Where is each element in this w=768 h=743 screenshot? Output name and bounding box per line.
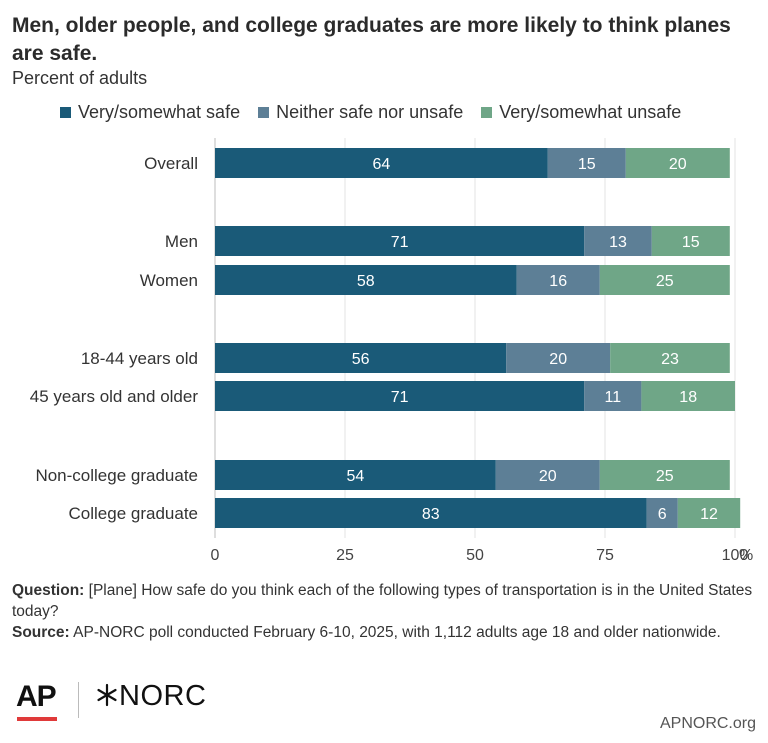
category-label: 18-44 years old: [81, 349, 198, 368]
bar-segment: [215, 265, 517, 295]
legend-swatch-unsafe: [481, 106, 493, 118]
bar-segment: [215, 148, 548, 178]
bar-segment: [215, 226, 585, 256]
data-label: 15: [682, 234, 700, 251]
norc-star-icon: [97, 683, 117, 707]
data-label: 20: [539, 468, 557, 485]
bar-segment: [547, 148, 626, 178]
bar-segment: [625, 148, 730, 178]
chart-subtitle: Percent of adults: [12, 68, 148, 88]
bar-segment: [599, 265, 730, 295]
data-label: 13: [609, 234, 627, 251]
bar-segment: [610, 343, 730, 373]
legend-label-neither: Neither safe nor unsafe: [276, 101, 464, 122]
x-tick-label: 50: [466, 547, 484, 564]
bar-segment: [215, 343, 507, 373]
legend-item-unsafe: Very/somewhat unsafe: [481, 102, 681, 123]
data-label: 11: [604, 389, 621, 406]
x-tick-label: 100: [722, 547, 749, 564]
legend-label-safe: Very/somewhat safe: [78, 101, 241, 122]
norc-logo: NORC: [96, 680, 206, 713]
source-text: AP-NORC poll conducted February 6-10, 20…: [73, 624, 721, 641]
question-note: Question: [Plane] How safe do you think …: [12, 580, 756, 622]
data-label: 20: [669, 156, 687, 173]
legend-item-safe: Very/somewhat safe: [60, 102, 240, 123]
data-label: 16: [549, 273, 567, 290]
category-label: Men: [165, 232, 198, 251]
data-label: 25: [656, 468, 674, 485]
bar-segment: [506, 343, 611, 373]
question-label: Question:: [12, 582, 85, 599]
bar-segment: [215, 498, 647, 528]
data-label: 71: [391, 234, 409, 251]
stacked-bar-chart: 0 25 50 75 100% Overall 64 15 20 Men 71 13 15 Women 58…: [30, 138, 753, 564]
legend-item-neither: Neither safe nor unsafe: [258, 102, 463, 123]
category-label: Overall: [144, 154, 198, 173]
data-label: 71: [391, 389, 409, 406]
data-label: 54: [347, 468, 365, 485]
data-label: 56: [352, 351, 370, 368]
x-tick-label: 75: [596, 547, 614, 564]
legend-label-unsafe: Very/somewhat unsafe: [499, 101, 682, 122]
data-label: 25: [656, 273, 674, 290]
source-label: Source:: [12, 624, 70, 641]
x-tick-label: 0: [211, 547, 220, 564]
ap-logo-underline: [17, 717, 57, 721]
x-tick-label: 25: [336, 547, 354, 564]
data-label: 18: [679, 389, 697, 406]
bar-segment: [215, 381, 585, 411]
bar-segment: [516, 265, 600, 295]
source-note: Source: AP-NORC poll conducted February …: [12, 622, 756, 643]
data-label: 6: [658, 506, 667, 523]
data-label: 15: [578, 156, 596, 173]
norc-logo-text: NORC: [119, 680, 207, 712]
data-label: 64: [373, 156, 391, 173]
logo-divider: [78, 682, 79, 718]
data-label: 23: [661, 351, 679, 368]
x-unit-label: %: [739, 547, 753, 564]
category-label: Women: [140, 271, 198, 290]
footer-notes: Question: [Plane] How safe do you think …: [12, 580, 756, 643]
bar-segment: [641, 381, 735, 411]
ap-logo: AP: [16, 680, 57, 713]
bar-segment: [651, 226, 730, 256]
bar-segment: [677, 498, 741, 528]
bar-segment: [646, 498, 678, 528]
bar-segment: [215, 460, 496, 490]
question-text: [Plane] How safe do you think each of th…: [12, 582, 753, 620]
category-label: College graduate: [69, 504, 198, 523]
legend-swatch-safe: [60, 106, 71, 118]
bar-segment: [584, 226, 652, 256]
category-label: Non-college graduate: [35, 466, 198, 485]
bar-segment: [584, 381, 642, 411]
data-label: 20: [549, 351, 567, 368]
legend: Very/somewhat safe Neither safe nor unsa…: [60, 100, 699, 124]
bar-segment: [599, 460, 730, 490]
legend-swatch-neither: [258, 106, 270, 118]
data-label: 83: [422, 506, 440, 523]
data-label: 12: [700, 506, 718, 523]
page-title: Men, older people, and college graduates…: [12, 14, 731, 65]
category-label: 45 years old and older: [30, 387, 199, 406]
site-url: APNORC.org: [659, 715, 756, 732]
data-label: 58: [357, 273, 375, 290]
bar-segment: [495, 460, 600, 490]
